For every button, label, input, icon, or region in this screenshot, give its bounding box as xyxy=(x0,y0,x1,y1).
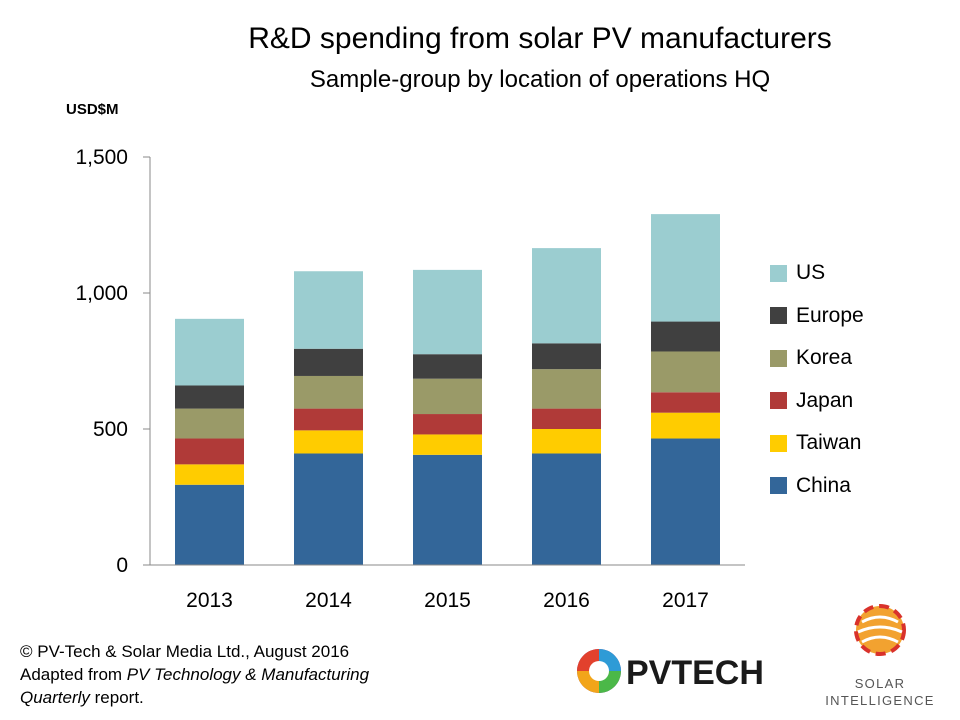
bar-taiwan-2015 xyxy=(413,434,482,455)
x-tick-label: 2014 xyxy=(305,589,352,612)
bar-europe-2016 xyxy=(532,343,601,370)
bar-taiwan-2016 xyxy=(532,429,601,454)
chart-title: R&D spending from solar PV manufacturers xyxy=(248,22,832,55)
bar-taiwan-2013 xyxy=(175,464,244,485)
legend: US Europe Korea Japan Taiwan China xyxy=(770,252,864,507)
bar-china-2014 xyxy=(294,453,363,565)
source-publication: PV Technology & Manufacturing xyxy=(126,665,370,684)
bar-china-2015 xyxy=(413,454,482,565)
pvtech-logo: PVTECH xyxy=(570,640,770,705)
bar-us-2014 xyxy=(294,271,363,349)
bar-china-2017 xyxy=(651,438,720,565)
bar-japan-2015 xyxy=(413,414,482,435)
legend-label: Europe xyxy=(796,303,864,327)
y-tick-label: 1,000 xyxy=(75,282,128,305)
copyright-line: © PV-Tech & Solar Media Ltd., August 201… xyxy=(20,642,350,661)
bar-europe-2015 xyxy=(413,354,482,379)
bar-japan-2014 xyxy=(294,408,363,431)
legend-item-korea: Korea xyxy=(770,337,864,380)
footer-credits: © PV-Tech & Solar Media Ltd., August 201… xyxy=(20,640,369,709)
pvtech-logo-emblem xyxy=(577,649,621,693)
bar-korea-2015 xyxy=(413,378,482,415)
x-tick-label: 2013 xyxy=(186,589,233,612)
bar-japan-2017 xyxy=(651,392,720,413)
legend-swatch xyxy=(770,264,787,282)
legend-item-europe: Europe xyxy=(770,295,864,338)
x-tick-label: 2017 xyxy=(662,589,709,612)
bar-japan-2013 xyxy=(175,438,244,465)
source-prefix: Adapted from xyxy=(20,665,127,684)
y-tick-label: 1,500 xyxy=(75,146,128,169)
bar-europe-2017 xyxy=(651,321,720,352)
bar-us-2017 xyxy=(651,214,720,322)
bar-china-2013 xyxy=(175,484,244,565)
x-tick-label: 2015 xyxy=(424,589,471,612)
x-tick-label: 2016 xyxy=(543,589,590,612)
legend-label: Taiwan xyxy=(796,431,862,455)
y-axis-unit-label: USD$M xyxy=(66,101,119,118)
bar-us-2015 xyxy=(413,269,482,355)
y-tick-label: 500 xyxy=(93,418,128,441)
legend-swatch xyxy=(770,434,787,452)
bar-japan-2016 xyxy=(532,408,601,429)
legend-label: China xyxy=(796,473,851,497)
solar-intelligence-logo: SOLAR INTELLIGENCE xyxy=(820,600,940,709)
chart-subtitle: Sample-group by location of operations H… xyxy=(309,66,771,93)
source-line: Adapted from PV Technology & Manufacturi… xyxy=(20,663,369,686)
legend-swatch xyxy=(770,477,787,495)
pvtech-logo-text: PVTECH xyxy=(626,654,764,692)
legend-label: Korea xyxy=(796,346,853,370)
legend-swatch xyxy=(770,307,787,325)
bar-us-2013 xyxy=(175,318,244,386)
legend-item-china: China xyxy=(770,465,864,508)
bar-europe-2014 xyxy=(294,348,363,376)
bar-korea-2016 xyxy=(532,369,601,409)
legend-item-us: US xyxy=(770,252,864,295)
source-publication-cont: Quarterly xyxy=(20,688,90,707)
legend-swatch xyxy=(770,392,787,410)
bar-us-2016 xyxy=(532,248,601,344)
bar-korea-2014 xyxy=(294,375,363,409)
solar-intelligence-text-2: INTELLIGENCE xyxy=(825,693,935,708)
bar-korea-2017 xyxy=(651,351,720,393)
source-line-2: Quarterly report. xyxy=(20,686,369,709)
bar-taiwan-2017 xyxy=(651,412,720,439)
legend-item-japan: Japan xyxy=(770,380,864,423)
legend-item-taiwan: Taiwan xyxy=(770,422,864,465)
bar-taiwan-2014 xyxy=(294,430,363,454)
source-suffix: report. xyxy=(89,688,144,707)
bar-china-2016 xyxy=(532,453,601,565)
legend-label: Japan xyxy=(796,388,854,412)
legend-swatch xyxy=(770,349,787,367)
bar-europe-2013 xyxy=(175,385,244,409)
legend-label: US xyxy=(796,261,826,285)
solar-intelligence-text-1: SOLAR xyxy=(854,676,906,691)
bar-korea-2013 xyxy=(175,408,244,439)
solar-intelligence-emblem xyxy=(854,604,906,656)
y-tick-label: 0 xyxy=(116,554,128,577)
